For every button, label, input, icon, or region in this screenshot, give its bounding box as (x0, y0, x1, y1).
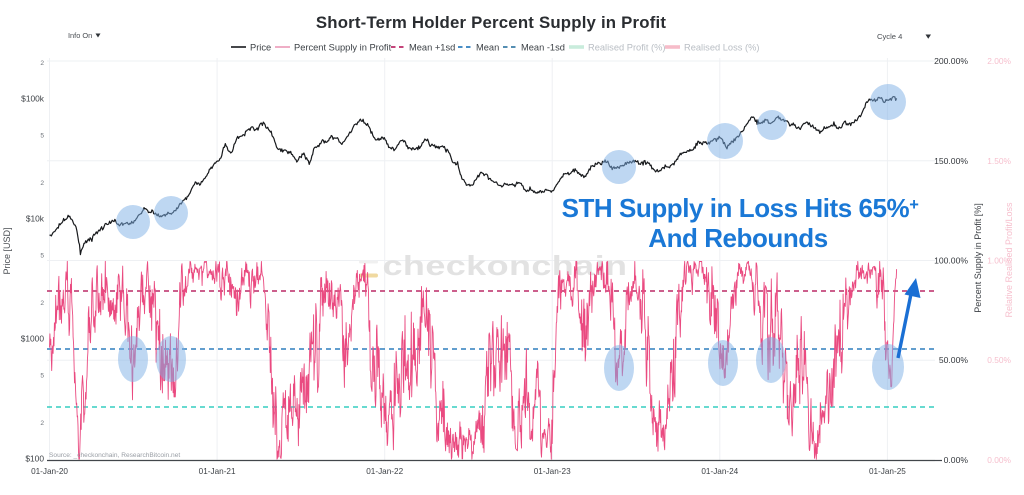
svg-text:Source: _checkonchain, Researc: Source: _checkonchain, ResearchBitcoin.n… (49, 452, 180, 459)
svg-text:Mean +1sd: Mean +1sd (409, 42, 455, 52)
svg-text:01-Jan-24: 01-Jan-24 (701, 467, 738, 476)
svg-text:0.50%: 0.50% (987, 355, 1011, 365)
svg-text:Percent Supply in Profit: Percent Supply in Profit (294, 42, 392, 52)
svg-text:$100: $100 (25, 454, 44, 464)
svg-text:Relative Realised Profit/Loss: Relative Realised Profit/Loss (1004, 202, 1014, 318)
svg-text:Cycle 4: Cycle 4 (877, 32, 902, 41)
svg-text:1.50%: 1.50% (987, 156, 1011, 166)
svg-text:5: 5 (40, 132, 44, 139)
svg-text:2: 2 (40, 60, 44, 67)
svg-text:1.00%: 1.00% (987, 256, 1011, 266)
svg-text:0.00%: 0.00% (987, 455, 1011, 465)
svg-text:01-Jan-20: 01-Jan-20 (31, 467, 68, 476)
svg-text:Price: Price (250, 42, 271, 52)
svg-text:$1000: $1000 (21, 334, 45, 344)
svg-text:0.00%: 0.00% (944, 455, 969, 465)
svg-text:$100k: $100k (21, 94, 45, 104)
svg-text:2.00%: 2.00% (987, 56, 1011, 66)
svg-text:01-Jan-21: 01-Jan-21 (199, 467, 236, 476)
svg-text:Mean: Mean (476, 42, 499, 52)
svg-text:Realised Loss (%): Realised Loss (%) (684, 42, 759, 52)
svg-text:Price [USD]: Price [USD] (2, 227, 12, 274)
svg-text:$10k: $10k (26, 214, 45, 224)
svg-text:Info On: Info On (68, 31, 92, 40)
svg-text:Percent Supply in Profit [%]: Percent Supply in Profit [%] (973, 203, 983, 313)
svg-text:200.00%: 200.00% (934, 56, 968, 66)
svg-text:And Rebounds: And Rebounds (648, 223, 827, 253)
svg-text:2: 2 (40, 420, 44, 427)
svg-text:5: 5 (40, 372, 44, 379)
svg-text:5: 5 (40, 252, 44, 259)
svg-text:2: 2 (40, 300, 44, 307)
svg-text:checkonchain: checkonchain (383, 250, 628, 281)
svg-text:01-Jan-22: 01-Jan-22 (366, 467, 403, 476)
svg-text:STH Supply in Loss Hits 65%+: STH Supply in Loss Hits 65%+ (562, 193, 919, 223)
svg-text:50.00%: 50.00% (939, 355, 969, 365)
svg-text:Mean -1sd: Mean -1sd (521, 42, 565, 52)
svg-text:Realised Profit (%): Realised Profit (%) (588, 42, 666, 52)
svg-text:2: 2 (40, 180, 44, 187)
svg-text:01-Jan-23: 01-Jan-23 (534, 467, 571, 476)
svg-text:01-Jan-25: 01-Jan-25 (869, 467, 906, 476)
svg-text:Short-Term Holder Percent Supp: Short-Term Holder Percent Supply in Prof… (316, 13, 666, 32)
svg-text:150.00%: 150.00% (934, 156, 968, 166)
svg-text:100.00%: 100.00% (934, 256, 968, 266)
